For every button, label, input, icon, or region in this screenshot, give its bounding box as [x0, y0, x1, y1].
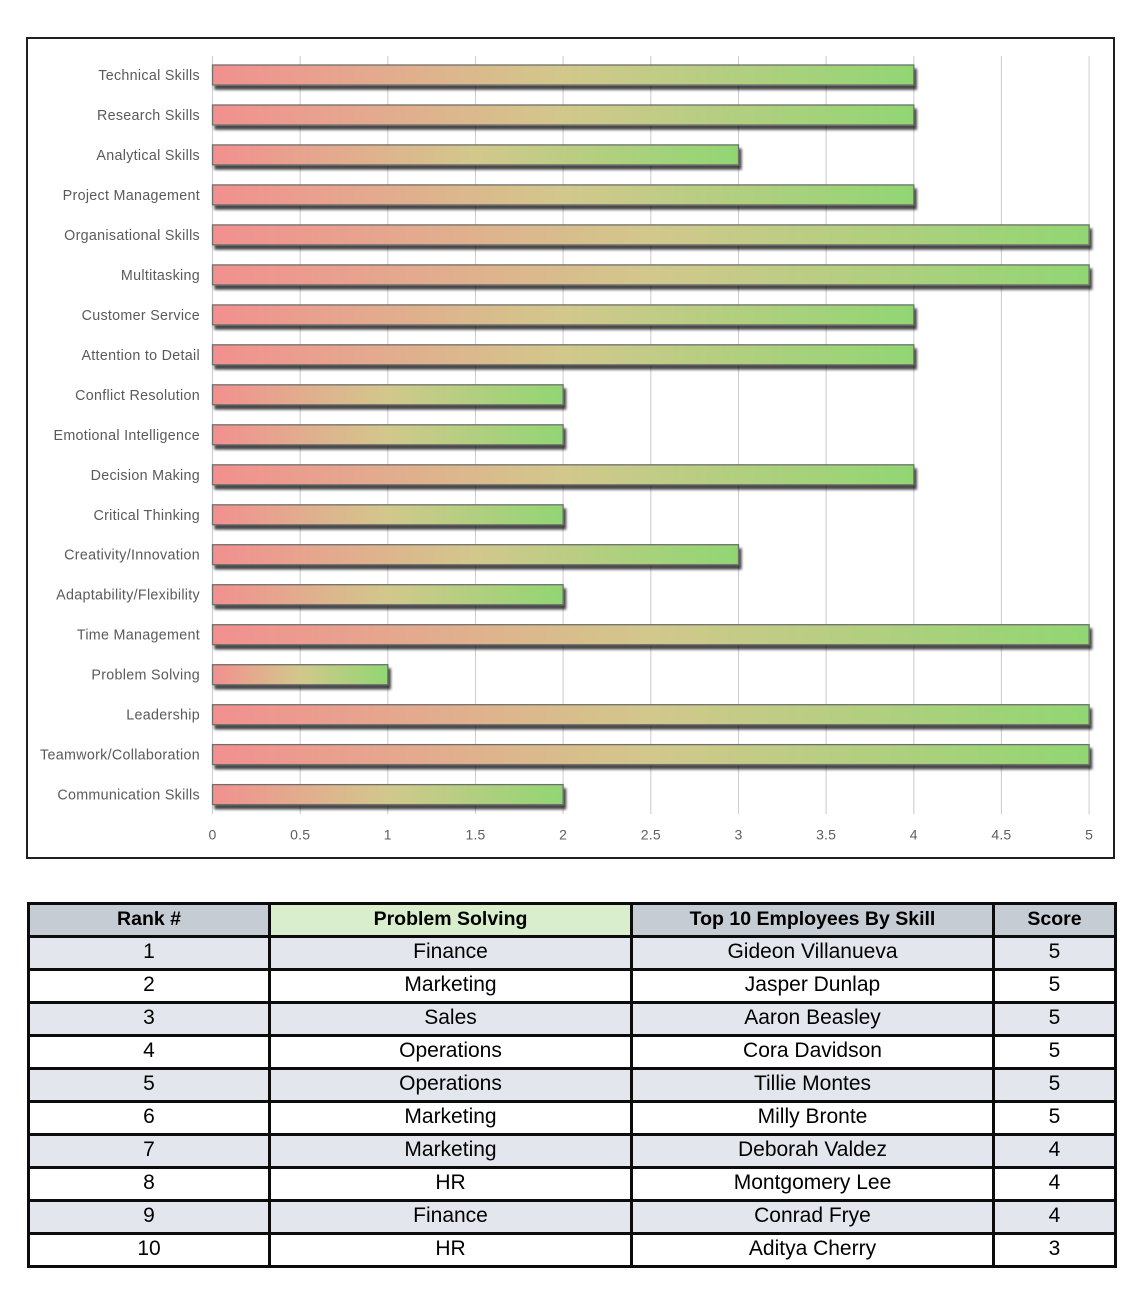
svg-text:Adaptability/Flexibility: Adaptability/Flexibility	[56, 588, 200, 604]
svg-text:Conflict Resolution: Conflict Resolution	[75, 388, 200, 404]
svg-text:3.5: 3.5	[816, 827, 836, 843]
svg-text:4: 4	[910, 827, 918, 843]
svg-text:Technical Skills: Technical Skills	[98, 68, 200, 84]
svg-text:Problem Solving: Problem Solving	[91, 668, 200, 684]
svg-text:Attention to Detail: Attention to Detail	[81, 348, 200, 364]
svg-text:1: 1	[384, 827, 392, 843]
svg-text:2: 2	[559, 827, 567, 843]
svg-text:Emotional Intelligence: Emotional Intelligence	[54, 428, 200, 444]
svg-text:Communication Skills: Communication Skills	[57, 788, 200, 804]
svg-text:0.5: 0.5	[290, 827, 310, 843]
svg-text:Customer Service: Customer Service	[82, 308, 200, 324]
svg-text:Organisational Skills: Organisational Skills	[64, 228, 200, 244]
svg-text:Multitasking: Multitasking	[121, 268, 200, 284]
svg-text:0: 0	[209, 827, 217, 843]
svg-text:Research Skills: Research Skills	[97, 108, 200, 124]
svg-text:2.5: 2.5	[641, 827, 661, 843]
svg-text:Critical Thinking: Critical Thinking	[93, 508, 200, 524]
svg-text:Teamwork/Collaboration: Teamwork/Collaboration	[40, 748, 200, 764]
svg-text:Creativity/Innovation: Creativity/Innovation	[64, 548, 200, 564]
svg-text:Time Management: Time Management	[77, 628, 200, 644]
svg-text:Project Management: Project Management	[63, 188, 200, 204]
svg-text:4.5: 4.5	[991, 827, 1011, 843]
svg-text:Analytical Skills: Analytical Skills	[96, 148, 200, 164]
svg-text:1.5: 1.5	[465, 827, 485, 843]
svg-text:3: 3	[735, 827, 743, 843]
svg-text:Decision Making: Decision Making	[91, 468, 200, 484]
svg-text:5: 5	[1085, 827, 1093, 843]
svg-text:Leadership: Leadership	[126, 708, 200, 724]
